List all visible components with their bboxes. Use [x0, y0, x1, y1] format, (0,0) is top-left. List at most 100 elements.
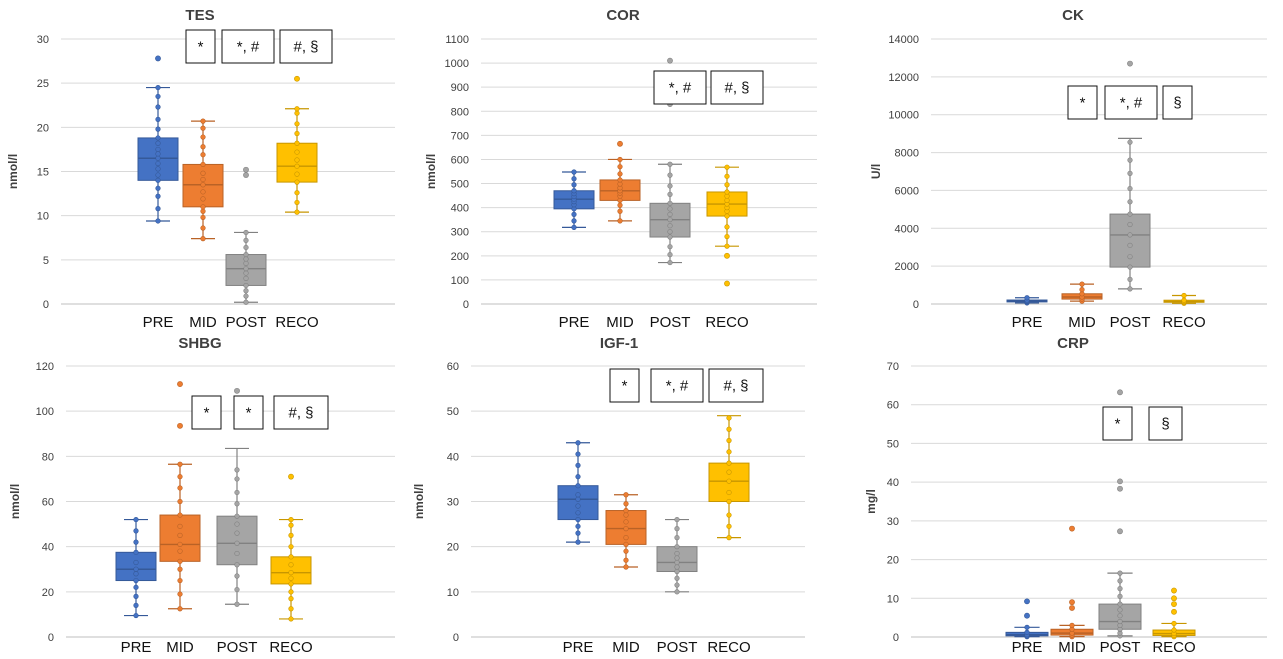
y-tick-label: 20 [37, 122, 49, 134]
annotation-box [650, 368, 704, 403]
data-point [667, 211, 673, 217]
data-point [243, 266, 249, 272]
annotation-text: *, # [1120, 95, 1143, 112]
data-point [571, 188, 577, 194]
annotation-box [233, 395, 264, 430]
data-point [617, 177, 623, 183]
x-category-label: MID [612, 639, 640, 656]
data-point [667, 191, 673, 197]
data-point [294, 199, 300, 206]
data-point [155, 193, 161, 199]
data-point [726, 426, 732, 432]
box-mid [182, 118, 224, 242]
data-point [667, 234, 673, 240]
data-point [726, 523, 732, 529]
box-post [656, 516, 698, 595]
data-point [177, 461, 183, 467]
data-point [623, 507, 629, 514]
y-tick-label: 10 [37, 211, 49, 223]
y-tick-label: 120 [36, 361, 54, 373]
data-point [674, 589, 680, 595]
data-point [1069, 622, 1075, 628]
y-tick-label: 40 [42, 542, 54, 554]
data-point [177, 548, 183, 554]
data-point [294, 179, 300, 185]
x-category-label: RECO [705, 314, 748, 331]
y-tick-label: 40 [887, 477, 899, 489]
data-point [200, 144, 206, 150]
y-tick-label: 20 [42, 587, 54, 599]
outlier-point [1171, 587, 1177, 594]
outlier-point [243, 166, 249, 173]
data-point [294, 106, 300, 112]
data-point [575, 440, 581, 446]
annotation-box [185, 29, 216, 64]
data-point [1079, 281, 1085, 287]
data-point [726, 460, 732, 466]
data-point [1127, 211, 1133, 217]
data-point [575, 516, 581, 523]
outlier-point [667, 57, 673, 64]
data-point [1079, 287, 1085, 293]
outlier-point [1024, 598, 1030, 605]
box-reco [706, 164, 748, 287]
data-point [1117, 618, 1123, 625]
data-point [571, 169, 577, 175]
annotation-box [1148, 406, 1183, 441]
y-tick-label: 10000 [888, 110, 919, 122]
data-point [155, 135, 161, 141]
data-point [1171, 620, 1177, 627]
data-point [234, 476, 240, 482]
data-point [617, 171, 623, 177]
data-point [667, 217, 673, 223]
data-point [133, 602, 139, 608]
iqr-box [159, 514, 201, 562]
data-point [1127, 254, 1133, 260]
data-point [243, 270, 249, 276]
outlier-point [177, 381, 183, 387]
x-category-label: PRE [1012, 314, 1043, 331]
data-point [200, 236, 206, 242]
data-point [674, 575, 680, 581]
panel-title: IGF-1 [600, 335, 638, 352]
x-category-label: RECO [269, 639, 312, 656]
data-point [133, 516, 139, 523]
data-point [571, 224, 577, 230]
y-tick-label: 0 [48, 632, 54, 644]
data-point [623, 519, 629, 525]
data-point [623, 564, 629, 570]
data-point [133, 549, 139, 555]
annotation-text: § [1173, 95, 1181, 112]
outlier-point [294, 75, 300, 82]
box-post [649, 57, 691, 266]
data-point [571, 211, 577, 217]
significance-annotation: *, # [653, 70, 707, 105]
x-category-label: PRE [559, 314, 590, 331]
data-point [724, 243, 730, 249]
data-point [243, 256, 249, 262]
data-point [571, 218, 577, 224]
data-point [575, 462, 581, 468]
data-point [726, 478, 732, 484]
annotation-box [279, 29, 333, 64]
data-point [724, 197, 730, 204]
data-point [234, 530, 240, 536]
annotation-box [191, 395, 222, 430]
data-point [288, 516, 294, 523]
box-post [225, 166, 267, 305]
outlier-point [243, 172, 249, 178]
x-category-label: MID [1068, 314, 1096, 331]
outlier-point [617, 140, 623, 147]
data-point [1127, 221, 1133, 228]
data-point [155, 146, 161, 153]
data-point [724, 224, 730, 230]
data-point [294, 163, 300, 169]
data-point [1024, 624, 1030, 630]
y-tick-label: 4000 [895, 223, 919, 235]
panel-title: TES [185, 7, 214, 24]
data-point [726, 469, 732, 475]
data-point [234, 601, 240, 607]
data-point [294, 110, 300, 116]
y-tick-label: 700 [451, 130, 469, 142]
y-axis-label: nmol/l [412, 484, 426, 519]
